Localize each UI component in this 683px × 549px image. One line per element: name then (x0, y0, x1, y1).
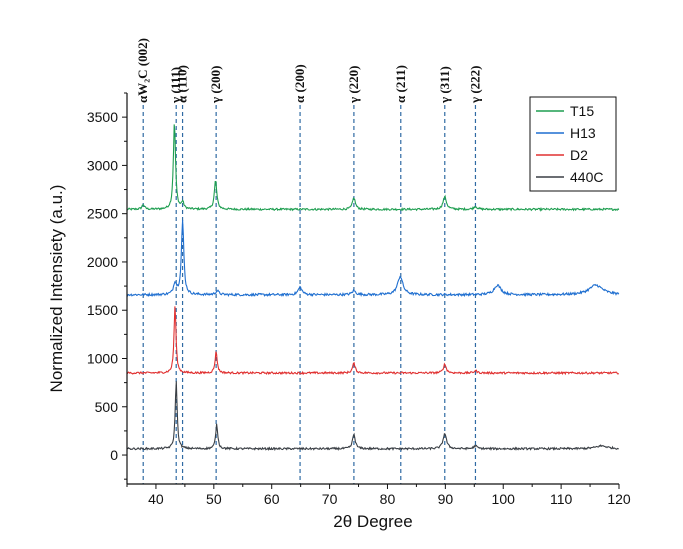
y-tick-label: 0 (110, 447, 118, 463)
x-tick-label: 70 (322, 491, 338, 507)
series-line (126, 306, 620, 376)
peak-marker-label: γ (311) (437, 66, 452, 104)
y-tick-label: 500 (95, 399, 119, 415)
y-tick-label: 2000 (87, 254, 118, 270)
x-tick-label: 80 (380, 491, 396, 507)
legend-label: H13 (570, 125, 596, 141)
y-tick-label: 2500 (87, 206, 118, 222)
x-tick-label: 120 (607, 491, 631, 507)
series-line (126, 220, 620, 298)
peak-marker-label: γ (111) (168, 67, 183, 104)
peak-marker-label: γ (220) (346, 66, 361, 105)
legend-label: D2 (570, 147, 588, 163)
peak-marker-label: αW₂C (002) (135, 38, 150, 103)
series-line (126, 124, 620, 212)
peak-marker-label: γ (200) (208, 66, 223, 105)
x-tick-label: 40 (148, 491, 164, 507)
series-lines (126, 124, 620, 452)
legend-box (529, 96, 617, 192)
series-line (126, 381, 619, 452)
x-tick-label: 90 (438, 491, 454, 507)
legend: T15 H13 D2 440C (529, 96, 617, 192)
axes: 40 50 60 70 80 90 100 110 120 0 500 1000 1500 2000 250… (87, 92, 631, 507)
y-tick-label: 1000 (87, 350, 118, 366)
x-axis-title: 2θ Degree (333, 512, 412, 531)
x-tick-label: 100 (492, 491, 516, 507)
legend-label: T15 (570, 103, 594, 119)
peak-marker-label: α (200) (292, 64, 307, 103)
x-tick-label: 50 (206, 491, 222, 507)
y-axis-title: Normalized Intensiety (a.u.) (47, 185, 66, 393)
y-tick-label: 3000 (87, 157, 118, 173)
peak-marker-label: γ (222) (467, 66, 482, 105)
y-tick-label: 3500 (87, 109, 118, 125)
peak-marker-label: α (211) (393, 65, 408, 103)
x-tick-label: 60 (264, 491, 280, 507)
y-tick-label: 1500 (87, 302, 118, 318)
peak-marker-label: α (110) (175, 65, 190, 103)
peak-marker-lines: αW₂C (002) γ (111)α (110) γ (200) α (200) γ … (135, 38, 482, 484)
legend-label: 440C (570, 169, 603, 185)
x-tick-label: 110 (550, 491, 573, 507)
